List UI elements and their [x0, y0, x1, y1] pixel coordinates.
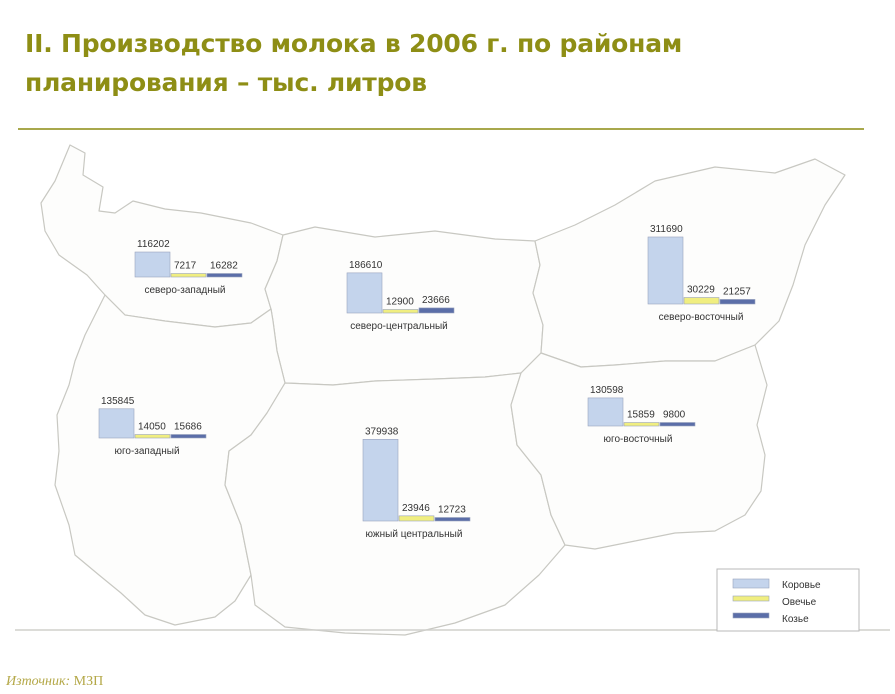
region-bar-group: 130598 15859 9800 юго-восточный [587, 385, 696, 445]
legend-label-cow: Коровье [782, 580, 821, 591]
region-bar-group: 186610 12900 23666 северо-центральный [346, 260, 455, 332]
title-divider [18, 128, 864, 130]
bar-sheep [623, 422, 660, 427]
region-south-east [510, 344, 768, 550]
bar-goat [418, 307, 455, 314]
bar-sheep [382, 309, 419, 314]
title-line-1: II. Производство молока в 2006 г. по рай… [25, 29, 683, 58]
region-north-east [532, 158, 846, 368]
bar-value-label: 12900 [386, 297, 414, 308]
bar-value-label: 30229 [687, 285, 715, 296]
region-name-label: северо-восточный [659, 312, 744, 323]
region-bar-group: 311690 30229 21257 северо-восточный [647, 224, 756, 323]
bar-value-label: 9800 [663, 410, 686, 421]
region-name-label: северо-центральный [350, 321, 448, 332]
legend-label-goat: Козье [782, 614, 809, 625]
region-name-label: южный центральный [366, 529, 463, 540]
legend-swatch-goat [732, 612, 770, 619]
page-title: II. Производство молока в 2006 г. по рай… [25, 24, 785, 102]
bar-value-label: 116202 [137, 239, 170, 250]
region-name-label: северо-западный [144, 285, 225, 296]
bar-value-label: 12723 [438, 505, 466, 516]
bar-value-label: 130598 [590, 385, 624, 396]
bar-value-label: 186610 [349, 260, 383, 271]
bar-sheep [170, 273, 207, 278]
bar-cow [98, 408, 135, 439]
legend-swatch-sheep [732, 595, 770, 602]
legend-swatch-cow [732, 578, 770, 589]
legend-label-sheep: Овечье [782, 597, 817, 608]
bar-sheep [683, 297, 720, 305]
bar-value-label: 15686 [174, 422, 202, 433]
bar-goat [719, 299, 756, 305]
bar-sheep [134, 434, 171, 439]
bar-goat [434, 517, 471, 522]
source-value: МЗП [73, 674, 104, 689]
region-name-label: юго-восточный [604, 434, 673, 445]
region-bar-group: 135845 14050 15686 юго-западный [98, 396, 207, 457]
bulgaria-map: 116202 7217 16282 северо-западный 186610 1290… [15, 144, 890, 636]
bar-value-label: 21257 [723, 286, 751, 297]
region-bar-group: 116202 7217 16282 северо-западный [134, 239, 243, 296]
bar-value-label: 16282 [210, 260, 238, 271]
bar-value-label: 23666 [422, 295, 450, 306]
region-south-west [54, 294, 286, 626]
bar-goat [659, 422, 696, 427]
bar-value-label: 379938 [365, 426, 399, 437]
bar-cow [587, 397, 624, 427]
bar-value-label: 311690 [650, 224, 683, 235]
region-north-west [40, 144, 284, 328]
bar-cow [134, 251, 171, 278]
bar-cow [647, 236, 684, 305]
bar-value-label: 15859 [627, 410, 655, 421]
bar-goat [170, 434, 207, 439]
region-shapes [15, 144, 890, 636]
bar-cow [362, 439, 399, 522]
bar-sheep [398, 515, 435, 522]
region-bar-group: 379938 23946 12723 южный центральный [362, 426, 471, 540]
title-line-2: планирования – тыс. литров [25, 68, 427, 97]
source-label: Източник: [6, 674, 71, 689]
region-name-label: юго-западный [114, 446, 179, 457]
bar-value-label: 23946 [402, 503, 430, 514]
bar-cow [346, 272, 383, 314]
bar-layer: 116202 7217 16282 северо-западный 186610 1290… [98, 224, 756, 540]
source-note: Източник: МЗП [6, 674, 103, 690]
bar-value-label: 135845 [101, 396, 135, 407]
legend: Коровье Овечье Козье [716, 568, 860, 632]
bar-value-label: 14050 [138, 422, 166, 433]
bar-value-label: 7217 [174, 261, 197, 272]
bar-goat [206, 273, 243, 278]
